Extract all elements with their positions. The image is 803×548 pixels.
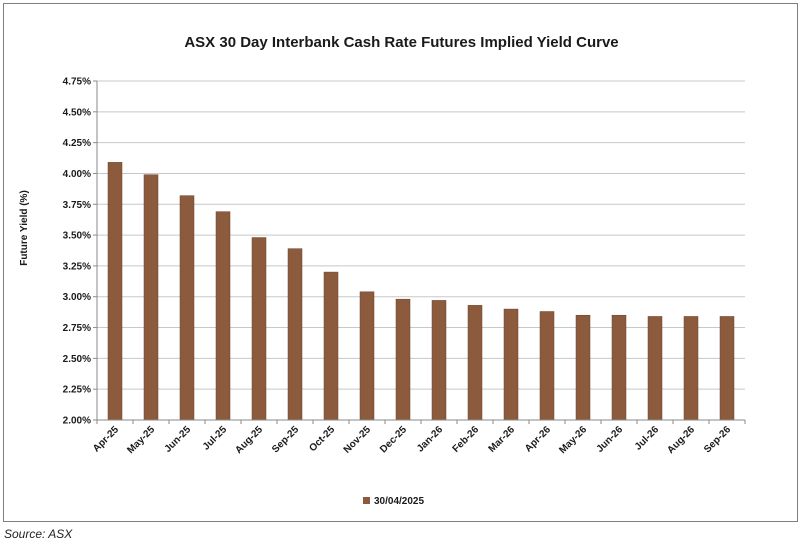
y-tick-label: 3.00% [63, 292, 91, 303]
bar-Aug-25 [251, 237, 267, 421]
legend-swatch [363, 497, 370, 504]
y-tick-label: 2.00% [63, 416, 91, 427]
x-tick-label: Mar-26 [487, 424, 518, 455]
bar-May-26 [575, 314, 591, 421]
bar-Sep-26 [719, 316, 735, 421]
y-tick-label: 4.75% [63, 77, 91, 88]
bar-Jan-26 [431, 300, 447, 421]
y-tick-label: 2.75% [63, 323, 91, 334]
legend-label: 30/04/2025 [374, 496, 424, 507]
y-tick-label: 4.25% [63, 138, 91, 149]
y-tick-label: 2.25% [63, 385, 91, 396]
chart-title: ASX 30 Day Interbank Cash Rate Futures I… [184, 34, 619, 51]
bar-Jul-25 [215, 211, 231, 421]
x-tick-label: Nov-25 [342, 424, 374, 456]
bar-Mar-26 [503, 308, 519, 421]
x-tick-label: Aug-25 [233, 424, 265, 456]
x-tick-label: May-25 [125, 424, 157, 456]
source-note: Source: ASX [4, 527, 73, 541]
bar-Dec-25 [395, 298, 411, 421]
bar-May-25 [143, 174, 159, 421]
y-tick-label: 2.50% [63, 354, 91, 365]
bar-Nov-25 [359, 291, 375, 421]
x-tick-label: Apr-25 [91, 424, 121, 454]
x-tick-label: Apr-26 [523, 424, 553, 454]
x-tick-label: Jan-26 [415, 424, 445, 454]
bar-Apr-26 [539, 311, 555, 421]
bar-Jul-26 [647, 316, 663, 421]
x-tick-label: Sep-25 [270, 424, 301, 455]
bar-Jun-25 [179, 195, 195, 421]
x-tick-label: Jul-26 [633, 424, 662, 453]
y-axis-label: Future Yield (%) [19, 190, 30, 266]
bar-Aug-26 [683, 316, 699, 421]
y-tick-label: 3.50% [63, 231, 91, 242]
x-tick-label: Sep-26 [702, 424, 733, 455]
x-tick-label: Jun-25 [163, 424, 194, 455]
x-tick-label: Oct-25 [307, 424, 337, 454]
x-tick-label: Feb-26 [451, 424, 482, 455]
bar-Apr-25 [107, 162, 123, 421]
y-tick-label: 4.50% [63, 107, 91, 118]
chart-frame [3, 3, 798, 522]
x-tick-label: Jul-25 [201, 424, 230, 453]
bar-Feb-26 [467, 305, 483, 421]
y-tick-label: 4.00% [63, 169, 91, 180]
x-tick-label: May-26 [557, 424, 589, 456]
x-tick-label: Aug-26 [665, 424, 697, 456]
bar-Oct-25 [323, 271, 339, 421]
bar-Jun-26 [611, 314, 627, 421]
bar-Sep-25 [287, 248, 303, 421]
y-tick-label: 3.75% [63, 200, 91, 211]
y-tick-label: 3.25% [63, 261, 91, 272]
x-tick-label: Jun-26 [595, 424, 626, 455]
x-tick-label: Dec-25 [378, 424, 409, 455]
